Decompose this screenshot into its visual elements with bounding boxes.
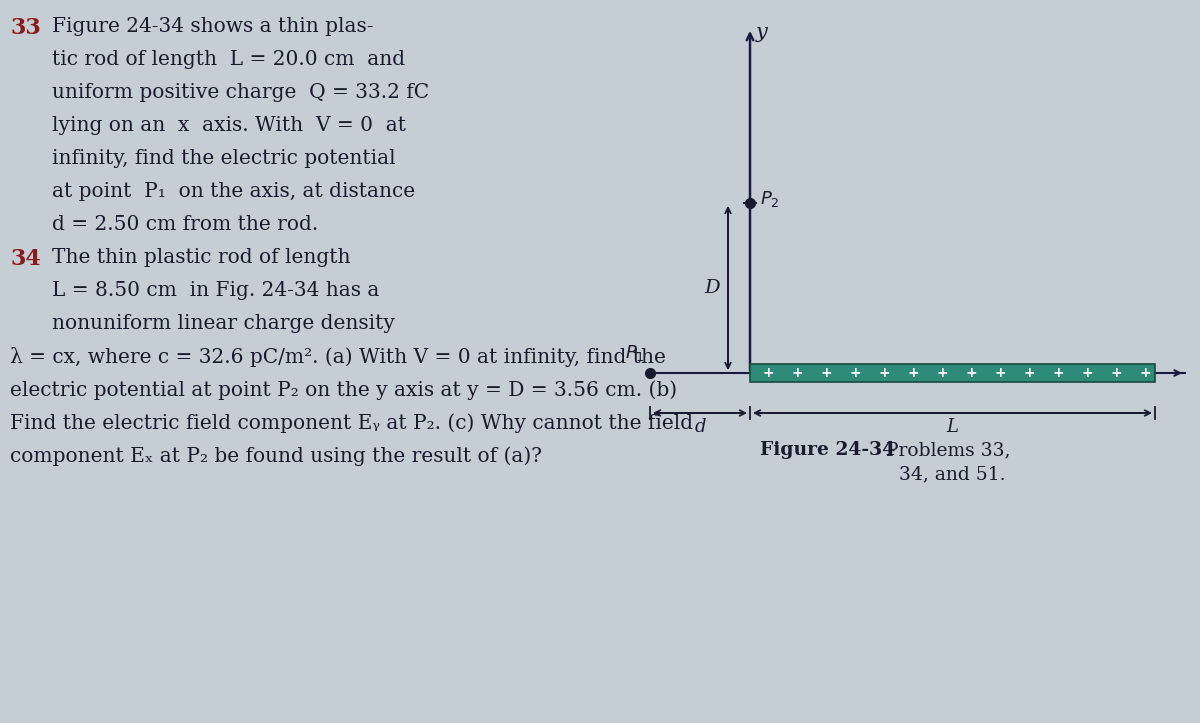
Text: The thin plastic rod of length: The thin plastic rod of length — [52, 248, 350, 267]
Text: electric potential at point P₂ on the y axis at y = D = 3.56 cm. (b): electric potential at point P₂ on the y … — [10, 380, 677, 400]
Text: +: + — [994, 366, 1006, 380]
Text: +: + — [1024, 366, 1034, 380]
Text: Find the electric field component Eᵧ at P₂. (c) Why cannot the field: Find the electric field component Eᵧ at … — [10, 413, 694, 432]
Text: y: y — [756, 23, 768, 42]
Text: +: + — [1110, 366, 1122, 380]
Text: +: + — [791, 366, 803, 380]
Text: +: + — [820, 366, 832, 380]
Text: +: + — [878, 366, 890, 380]
Text: infinity, find the electric potential: infinity, find the electric potential — [52, 149, 396, 168]
Text: Figure 24-34 shows a thin plas-: Figure 24-34 shows a thin plas- — [52, 17, 373, 36]
Text: +: + — [762, 366, 774, 380]
Text: 34, and 51.: 34, and 51. — [899, 465, 1006, 483]
Text: 34: 34 — [10, 248, 41, 270]
Text: λ = cx, where c = 32.6 pC/m². (a) With V = 0 at infinity, find the: λ = cx, where c = 32.6 pC/m². (a) With V… — [10, 347, 666, 367]
Text: L: L — [947, 418, 959, 436]
Bar — [750, 364, 1154, 382]
Text: tic rod of length  L = 20.0 cm  and: tic rod of length L = 20.0 cm and — [52, 50, 406, 69]
Text: $P_1$: $P_1$ — [625, 343, 646, 363]
Text: Problems 33,: Problems 33, — [880, 441, 1010, 459]
Text: +: + — [1052, 366, 1064, 380]
Text: d: d — [695, 418, 706, 436]
Text: L = 8.50 cm  in Fig. 24-34 has a: L = 8.50 cm in Fig. 24-34 has a — [52, 281, 379, 300]
Text: d = 2.50 cm from the rod.: d = 2.50 cm from the rod. — [52, 215, 318, 234]
Text: component Eₓ at P₂ be found using the result of (a)?: component Eₓ at P₂ be found using the re… — [10, 446, 542, 466]
Text: lying on an  x  axis. With  V = 0  at: lying on an x axis. With V = 0 at — [52, 116, 406, 135]
Text: Figure 24-34: Figure 24-34 — [760, 441, 895, 459]
Text: 33: 33 — [10, 17, 41, 39]
Text: +: + — [1139, 366, 1151, 380]
Text: D: D — [704, 279, 720, 297]
Text: +: + — [965, 366, 977, 380]
Text: +: + — [850, 366, 860, 380]
Text: +: + — [936, 366, 948, 380]
Text: uniform positive charge  Q = 33.2 fC: uniform positive charge Q = 33.2 fC — [52, 83, 430, 102]
Text: at point  P₁  on the axis, at distance: at point P₁ on the axis, at distance — [52, 182, 415, 201]
Text: $P_2$: $P_2$ — [760, 189, 780, 209]
Text: nonuniform linear charge density: nonuniform linear charge density — [52, 314, 395, 333]
Text: +: + — [1081, 366, 1093, 380]
Text: +: + — [907, 366, 919, 380]
